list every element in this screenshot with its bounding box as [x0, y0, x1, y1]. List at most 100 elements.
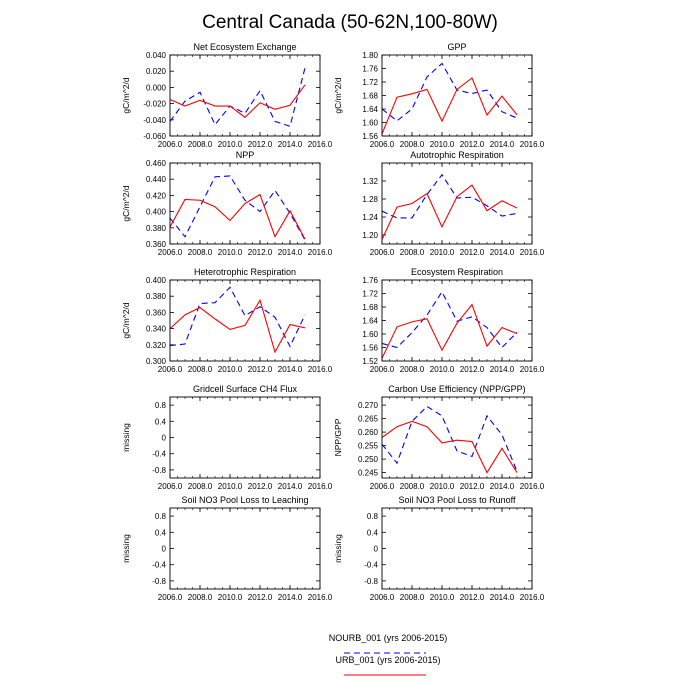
y-tick-label: 1.64	[362, 317, 378, 326]
y-tick-label: 1.20	[362, 231, 378, 240]
x-axis: 2006.0 2008.0 2010.0 2012.0 2014.0 2016.0	[370, 508, 545, 602]
y-tick-label: 0.400	[146, 208, 167, 217]
panel-gpp: GPP gC/m^2/d 2006.0 2008.0 2010.0 2012.0 2014.…	[333, 42, 545, 149]
y-axis-label: gC/m^2/d	[121, 185, 131, 221]
y-tick-label: 0.340	[146, 325, 167, 334]
y-axis: 0.245 0.250 0.255 0.260 0.265 0.270	[358, 401, 532, 478]
x-tick-label: 2016.0	[308, 140, 333, 149]
panel-npp: NPP gC/m^2/d 2006.0 2008.0 2010.0 2012.0 2014.…	[121, 150, 333, 257]
series-line-urb-001-yrs-2006-2015	[169, 298, 306, 354]
x-axis: 2006.0 2008.0 2010.0 2012.0 2014.0 2016.0	[158, 163, 333, 257]
x-tick-label: 2010.0	[430, 140, 455, 149]
y-tick-label: 0.360	[146, 240, 167, 249]
panel-title: GPP	[447, 42, 466, 52]
plot-frame	[169, 279, 321, 362]
panels: Net Ecosystem Exchange gC/m^2/d 2006.0 2008…	[121, 42, 545, 602]
plot-frame	[169, 507, 321, 590]
x-tick-label: 2008.0	[188, 248, 213, 257]
x-tick-label: 2012.0	[248, 593, 273, 602]
y-axis: 0.300 0.320 0.340 0.360 0.380 0.400	[146, 276, 320, 366]
panel-carbon-use-efficiency-npp-gpp: Carbon Use Efficiency (NPP/GPP) NPP/GPP 20…	[333, 384, 545, 491]
series-line-nourb-001-yrs-2006-2015	[381, 62, 518, 122]
y-tick-label: 1.56	[362, 132, 378, 141]
y-tick-label: 0	[162, 545, 167, 554]
x-tick-label: 2010.0	[430, 593, 455, 602]
y-tick-label: 0.020	[146, 67, 167, 76]
y-axis: 1.52 1.56 1.60 1.64 1.68 1.72 1.76	[362, 276, 532, 366]
y-axis: 1.56 1.60 1.64 1.68 1.72 1.76 1.80	[362, 51, 532, 141]
y-tick-label: 1.28	[362, 195, 378, 204]
x-tick-label: 2006.0	[158, 365, 183, 374]
x-tick-label: 2010.0	[430, 248, 455, 257]
x-tick-label: 2014.0	[278, 593, 303, 602]
x-tick-label: 2014.0	[278, 365, 303, 374]
x-axis: 2006.0 2008.0 2010.0 2012.0 2014.0 2016.0	[158, 280, 333, 374]
y-tick-label: 0.8	[155, 401, 167, 410]
panel-autotrophic-respiration: Autotrophic Respiration 2006.0 2008.0 2010.…	[362, 150, 544, 257]
series-line-urb-001-yrs-2006-2015	[381, 184, 518, 240]
y-tick-label: 0.360	[146, 308, 167, 317]
x-tick-label: 2014.0	[490, 593, 515, 602]
x-tick-label: 2006.0	[158, 140, 183, 149]
panel-title: Gridcell Surface CH4 Flux	[193, 384, 298, 394]
x-tick-label: 2012.0	[460, 482, 485, 491]
x-tick-label: 2012.0	[248, 140, 273, 149]
plot-frame	[169, 54, 321, 137]
y-tick-label: 0	[162, 434, 167, 443]
x-tick-label: 2016.0	[520, 482, 545, 491]
y-tick-label: 0.270	[358, 401, 379, 410]
series-line-urb-001-yrs-2006-2015	[169, 84, 306, 119]
plot-frame	[381, 507, 533, 590]
y-tick-label: 1.56	[362, 344, 378, 353]
y-tick-label: 0	[374, 545, 379, 554]
x-tick-label: 2014.0	[278, 140, 303, 149]
x-tick-label: 2016.0	[308, 248, 333, 257]
x-tick-label: 2010.0	[218, 140, 243, 149]
y-tick-label: 1.52	[362, 357, 378, 366]
x-tick-label: 2012.0	[460, 365, 485, 374]
x-tick-label: 2016.0	[520, 248, 545, 257]
plot-frame	[381, 54, 533, 137]
y-tick-label: -0.040	[143, 116, 166, 125]
panel-soil-no3-pool-loss-to-leaching: Soil NO3 Pool Loss to Leaching missing 200…	[121, 495, 333, 602]
x-tick-label: 2010.0	[218, 365, 243, 374]
y-axis: 1.20 1.24 1.28 1.32	[362, 177, 532, 240]
x-tick-label: 2012.0	[460, 593, 485, 602]
x-tick-label: 2014.0	[278, 482, 303, 491]
x-tick-label: 2008.0	[188, 482, 213, 491]
y-tick-label: 1.68	[362, 303, 378, 312]
y-tick-label: 0.8	[155, 512, 167, 521]
series-line-urb-001-yrs-2006-2015	[381, 77, 518, 135]
y-tick-label: 0.260	[358, 428, 379, 437]
y-tick-label: 0.400	[146, 276, 167, 285]
x-tick-label: 2014.0	[490, 140, 515, 149]
x-axis: 2006.0 2008.0 2010.0 2012.0 2014.0 2016.0	[158, 397, 333, 491]
y-tick-label: 0.4	[155, 417, 167, 426]
y-tick-label: 1.76	[362, 65, 378, 74]
x-tick-label: 2006.0	[370, 482, 395, 491]
y-tick-label: 1.76	[362, 276, 378, 285]
x-tick-label: 2012.0	[248, 482, 273, 491]
y-axis-label: missing	[333, 534, 343, 563]
x-tick-label: 2008.0	[400, 140, 425, 149]
x-tick-label: 2012.0	[248, 365, 273, 374]
legend-entry-urb: URB_001 (yrs 2006-2015)	[335, 655, 441, 676]
x-tick-label: 2006.0	[158, 593, 183, 602]
y-tick-label: 0.4	[367, 528, 379, 537]
x-tick-label: 2008.0	[400, 482, 425, 491]
x-tick-label: 2014.0	[490, 482, 515, 491]
panel-title: Carbon Use Efficiency (NPP/GPP)	[388, 384, 525, 394]
panel-title: Heterotrophic Respiration	[194, 267, 296, 277]
y-tick-label: -0.8	[152, 577, 166, 586]
y-tick-label: -0.4	[152, 450, 166, 459]
y-tick-label: 1.60	[362, 119, 378, 128]
plot-frame	[381, 279, 533, 362]
y-tick-label: 0.420	[146, 191, 167, 200]
y-tick-label: -0.4	[152, 561, 166, 570]
x-tick-label: 2010.0	[218, 593, 243, 602]
x-tick-label: 2006.0	[158, 482, 183, 491]
y-tick-label: 0.380	[146, 292, 167, 301]
x-tick-label: 2006.0	[370, 365, 395, 374]
